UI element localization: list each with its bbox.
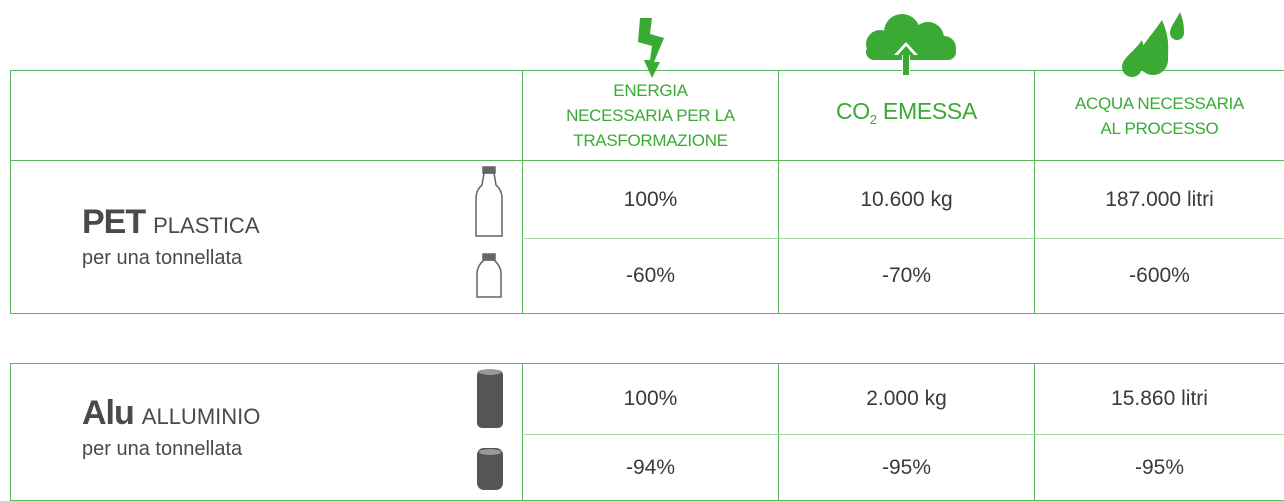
value-cell: 187.000 litri [1105,187,1214,211]
bottle-icon [475,166,503,298]
value-cell: 10.600 kg [860,187,953,211]
value-cell: -70% [881,263,932,287]
header-text: CO [836,98,870,124]
value-cell: 100% [623,187,678,211]
value-cell: 100% [623,387,678,410]
value-cell: -60% [625,263,676,287]
header-line: ENERGIA [613,81,688,100]
section-material: PLASTICA [153,213,260,238]
section-name: Alu [82,394,135,432]
header-energy: ENERGIA NECESSARIA PER LA TRASFORMAZIONE [523,71,778,160]
header-line: TRASFORMAZIONE [573,131,728,150]
value-cell: -600% [1129,263,1190,287]
section-label: Alu ALLUMINIO [82,394,260,433]
header-co2: CO2 EMESSA [779,71,1034,160]
header-subscript: 2 [869,112,877,127]
header-text: EMESSA [876,98,977,124]
header-line: AL PROCESSO [1100,118,1219,138]
value-cell: -94% [625,456,676,479]
cloud-icon [866,14,956,76]
section-material: ALLUMINIO [141,404,261,429]
header-line: CO2 EMESSA [836,99,977,132]
can-icon [477,369,503,490]
header-line: ACQUA NECESSARIA [1074,93,1245,113]
value-cell: -95% [881,456,932,479]
value-cell: -95% [1134,456,1185,479]
energy-icon [638,18,664,78]
header-line: NECESSARIA PER LA [566,106,735,125]
section-note: per una tonnellata [82,247,243,269]
value-cell: 15.860 litri [1111,387,1208,410]
value-cell: 2.000 kg [866,387,947,410]
section-name: PET [82,203,146,241]
water-icon [1122,12,1184,77]
header-water: ACQUA NECESSARIA AL PROCESSO [1035,71,1284,160]
section-note: per una tonnellata [82,438,243,460]
section-label: PET PLASTICA [82,203,260,242]
